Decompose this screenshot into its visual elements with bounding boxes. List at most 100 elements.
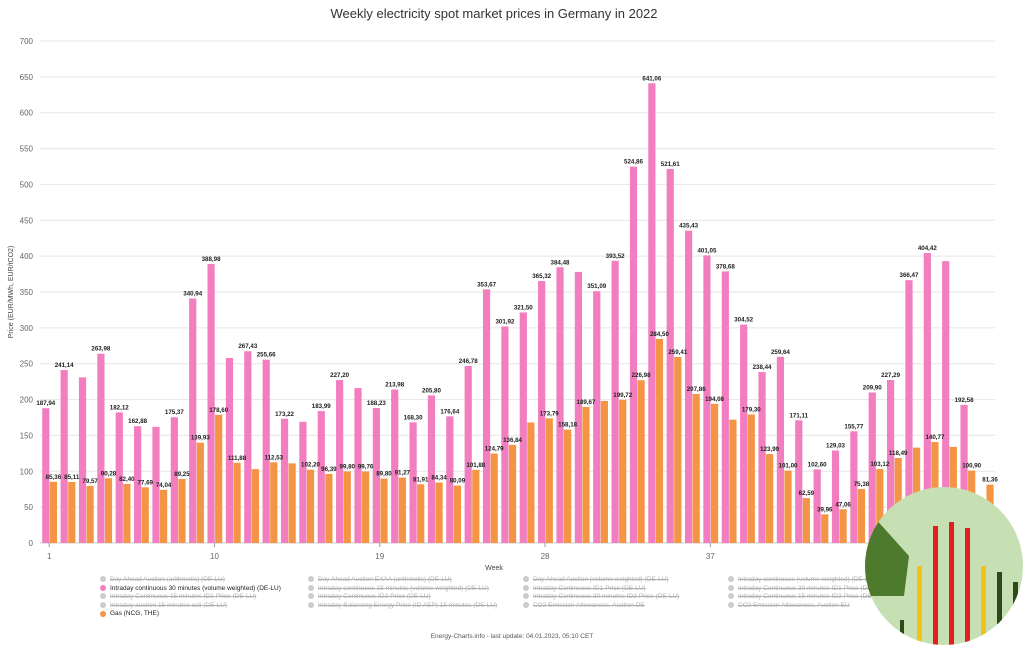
legend-label: Intraday Continuous 15 minutes ID3-Price… — [738, 593, 885, 601]
bar-gas — [729, 419, 737, 543]
bar-intraday — [299, 421, 307, 543]
bar-intraday — [501, 326, 509, 543]
bars-group — [42, 83, 994, 543]
legend-item[interactable]: Intraday Continuous 30 minutes ID3-Price… — [523, 593, 679, 600]
data-label-intraday: 404,42 — [918, 245, 937, 252]
data-label-intraday: 521,61 — [661, 161, 680, 168]
y-tick-label: 350 — [20, 288, 34, 297]
bar-gas — [306, 469, 315, 543]
data-label-intraday: 351,09 — [587, 283, 606, 290]
data-label-intraday: 238,44 — [753, 364, 772, 371]
data-label-gas: 90,28 — [101, 470, 117, 477]
data-label-gas: 123,99 — [760, 446, 779, 453]
y-axis-label: Price (EUR/MWh, EUR/tCO2) — [8, 246, 15, 339]
legend-item[interactable]: Day Ahead Auction (arithmetic) (DE-LU) — [100, 576, 225, 583]
legend-label: CO2 Emission Allowances, Auction DE — [533, 601, 645, 609]
bar-intraday — [391, 389, 399, 543]
x-tick-label: 1 — [47, 552, 52, 561]
bar-intraday — [207, 264, 215, 543]
data-label-intraday: 155,77 — [844, 423, 863, 430]
legend-dot-icon — [523, 593, 529, 600]
legend-label: Day Ahead Auction (arithmetic) (DE-LU) — [110, 576, 225, 583]
data-label-intraday: 187,94 — [36, 400, 55, 407]
legend-item[interactable]: Gas (NCG, THE) — [100, 610, 159, 617]
legend-item[interactable]: Intraday auction 15 minutes call (DE-LU) — [100, 602, 227, 609]
data-label-intraday: 171,11 — [789, 412, 808, 419]
bar-intraday — [134, 426, 142, 543]
data-label-gas: 85,36 — [46, 474, 62, 481]
legend-dot-icon — [100, 593, 106, 600]
data-label-intraday: 378,68 — [716, 263, 735, 270]
legend-item[interactable]: Intraday Continuous 15 minutes ID3-Price… — [728, 593, 884, 600]
legend-item[interactable]: Intraday Continuous 15 minutes ID1-Price… — [100, 593, 256, 600]
legend-item[interactable]: Day Ahead Auction (volume weighted) (DE-… — [523, 576, 668, 583]
bar-intraday — [942, 261, 950, 543]
bar-gas — [857, 488, 866, 543]
legend-dot-icon — [308, 593, 314, 600]
bar-gas — [637, 380, 645, 543]
data-label-intraday: 213,98 — [385, 382, 404, 389]
y-tick-label: 50 — [24, 503, 33, 512]
data-label-gas: 91,27 — [395, 470, 411, 477]
data-label-gas: 62,59 — [799, 490, 815, 497]
legend-item[interactable]: Intraday continuous (volume weighted) (D… — [728, 576, 875, 583]
legend-dot-icon — [728, 602, 734, 609]
bar-gas — [600, 401, 608, 543]
legend-dot-icon — [308, 576, 314, 583]
data-label-intraday: 205,80 — [422, 387, 441, 394]
bar-gas — [619, 399, 627, 543]
chart-title: Weekly electricity spot market prices in… — [330, 6, 657, 21]
legend-dot-icon — [100, 576, 106, 583]
data-label-gas: 284,50 — [650, 331, 669, 338]
bar-gas — [141, 487, 149, 543]
data-label-intraday: 321,50 — [514, 304, 533, 311]
data-label-intraday: 175,37 — [165, 409, 184, 416]
legend-item[interactable]: CO2 Emission Allowances, Auction DE — [523, 602, 645, 609]
bar-gas — [49, 481, 57, 543]
bar-intraday — [556, 267, 564, 543]
bar-gas — [490, 453, 498, 543]
legend-label: Intraday Balancing Energy Price (ID AEP)… — [318, 601, 498, 609]
data-label-gas: 136,84 — [503, 437, 522, 444]
legend-item[interactable]: CO2 Emission Allowances, Auction EU — [728, 602, 850, 609]
data-label-gas: 140,77 — [925, 434, 944, 441]
data-label-gas: 158,18 — [558, 422, 577, 429]
legend-item[interactable]: Intraday Continuous 30 minutes ID1-Price… — [728, 585, 884, 592]
bar-gas — [123, 483, 131, 543]
legend-item[interactable]: Intraday continuous 15 minutes (volume w… — [308, 585, 489, 592]
data-label-intraday: 524,86 — [624, 159, 643, 166]
legend-item[interactable]: Day Ahead Auction EXAA (arithmetic) (DE-… — [308, 576, 452, 583]
legend-label: Intraday Continuous 30 minutes ID3-Price… — [533, 593, 680, 601]
bar-intraday — [372, 408, 380, 543]
data-label-gas: 99,80 — [340, 463, 356, 470]
bar-gas — [766, 454, 774, 543]
y-tick-label: 300 — [20, 324, 34, 333]
data-label-gas: 103,12 — [870, 461, 889, 468]
x-axis-ticks: 1 10 19 28 37 — [47, 543, 715, 561]
legend-item[interactable]: Intraday continuous 30 minutes (volume w… — [100, 585, 281, 592]
legend-dot-icon — [523, 584, 529, 591]
bar-intraday — [409, 422, 417, 543]
bar-intraday — [244, 351, 252, 543]
x-tick-label: 37 — [706, 552, 715, 561]
legend-item[interactable]: Intraday Continuous ID3-Price (DE-LU) — [308, 593, 431, 600]
legend-item[interactable]: Intraday Balancing Energy Price (ID AEP)… — [308, 602, 497, 609]
bar-intraday — [629, 166, 638, 543]
bar-intraday — [740, 324, 748, 543]
data-label-gas: 89,25 — [174, 471, 190, 478]
x-tick-label: 10 — [210, 552, 219, 561]
legend-item[interactable]: Intraday Continuous ID1-Price (DE-LU) — [523, 585, 646, 592]
bar-gas — [215, 414, 223, 543]
data-label-intraday: 641,06 — [642, 75, 661, 82]
gridlines — [40, 40, 995, 544]
bar-intraday — [446, 416, 454, 543]
data-label-intraday: 340,94 — [183, 290, 202, 297]
bar-gas — [288, 463, 296, 543]
data-label-gas: 207,86 — [687, 386, 706, 393]
bar-intraday — [97, 353, 105, 543]
y-tick-label: 100 — [20, 467, 34, 476]
bar-gas — [159, 489, 168, 543]
bar-gas — [196, 442, 204, 543]
bar-intraday — [519, 312, 527, 543]
bar-intraday — [666, 168, 674, 543]
